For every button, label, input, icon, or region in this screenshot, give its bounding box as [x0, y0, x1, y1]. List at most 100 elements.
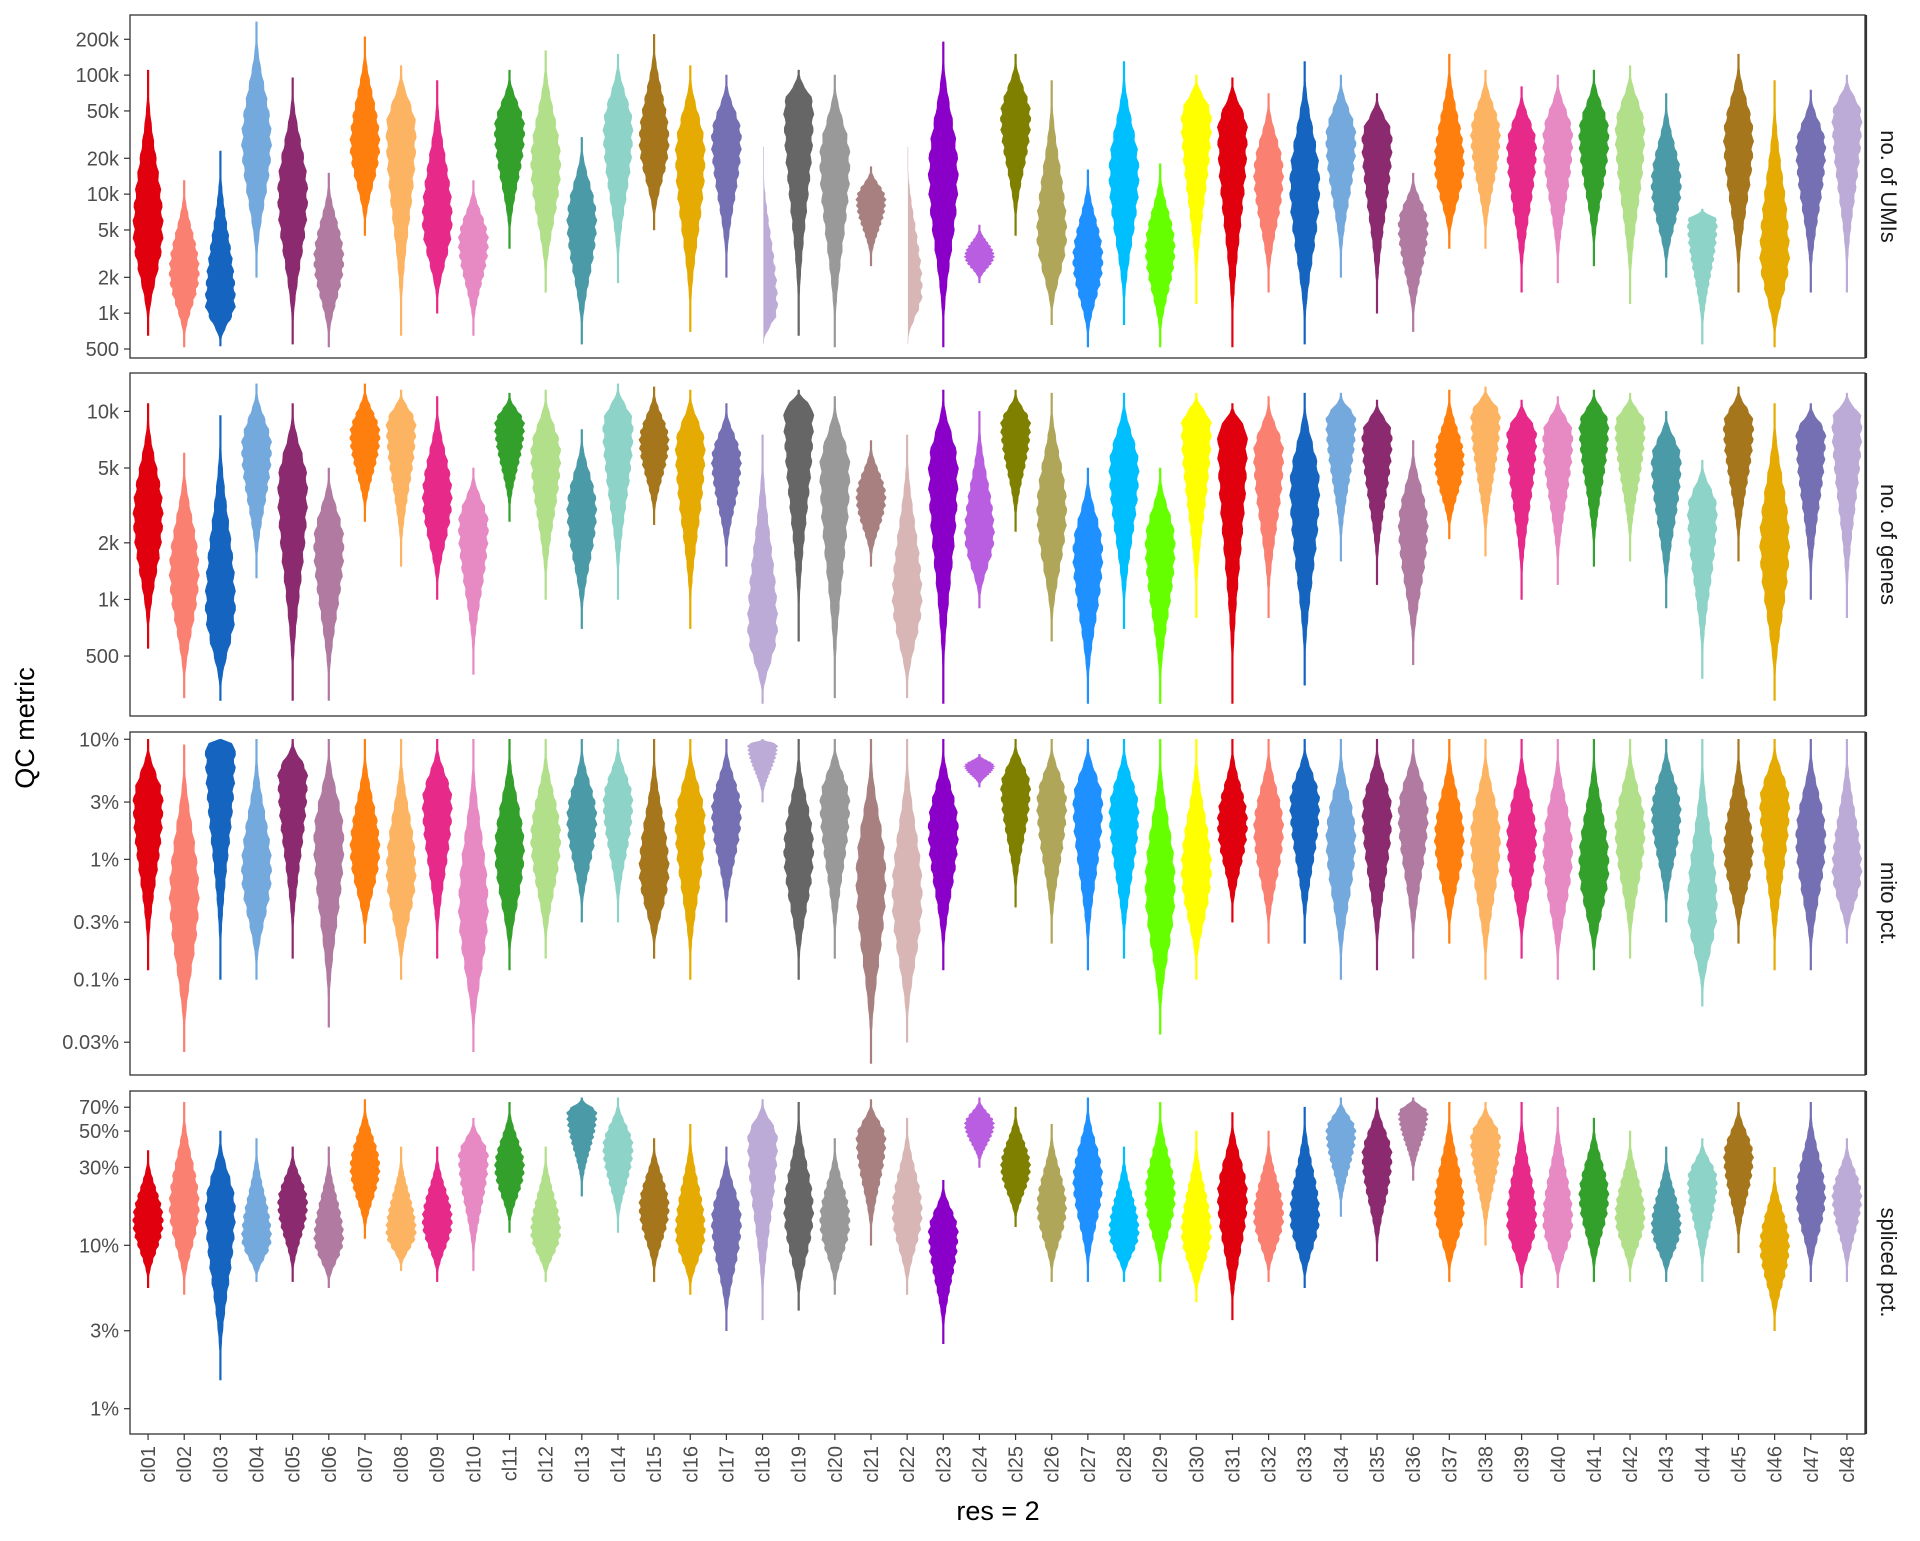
violin-cl21 — [855, 440, 887, 567]
violin-cl16 — [674, 739, 706, 980]
y-tick-label: 0.1% — [73, 969, 119, 991]
violin-cl38 — [1469, 1102, 1502, 1246]
violin-cl22 — [891, 1117, 923, 1295]
x-tick-label: cl35 — [1367, 1446, 1389, 1483]
violin-cl18 — [763, 146, 779, 344]
violin-cl15 — [638, 34, 670, 231]
x-tick-label: cl36 — [1403, 1446, 1425, 1483]
violin-cl45 — [1722, 1102, 1755, 1254]
violin-cl34 — [1325, 392, 1357, 562]
violin-cl47 — [1795, 403, 1827, 600]
violin-cl39 — [1506, 86, 1538, 293]
y-tick-label: 100k — [76, 65, 120, 87]
violin-cl42 — [1614, 739, 1646, 959]
violin-cl33 — [1289, 1106, 1321, 1288]
facet-strip-label: no. of genes — [1876, 484, 1901, 605]
violin-cl38 — [1469, 386, 1502, 557]
violin-cl19 — [783, 1102, 815, 1311]
violin-cl36 — [1397, 739, 1429, 959]
x-tick-label: cl03 — [210, 1446, 232, 1483]
violin-cl42 — [1614, 1130, 1646, 1282]
violin-cl32 — [1253, 739, 1285, 944]
x-tick-label: cl45 — [1728, 1446, 1750, 1483]
violin-cl28 — [1108, 1146, 1140, 1282]
x-tick-label: cl09 — [427, 1446, 449, 1483]
y-tick-label: 10k — [87, 184, 120, 206]
violin-cl45 — [1722, 739, 1755, 944]
violin-cl30 — [1180, 74, 1212, 304]
violin-cl37 — [1433, 53, 1465, 249]
panel-frame — [129, 1090, 1866, 1435]
violin-cl27 — [1072, 739, 1104, 971]
violin-cl31 — [1216, 77, 1248, 348]
violin-cl47 — [1795, 89, 1827, 293]
x-tick-label: cl38 — [1475, 1446, 1497, 1483]
violin-cl48 — [1831, 739, 1863, 944]
violin-cl32 — [1253, 396, 1285, 618]
violin-cl28 — [1108, 392, 1140, 629]
violin-cl42 — [1614, 392, 1646, 562]
x-tick-label: cl44 — [1692, 1446, 1714, 1483]
y-tick-label: 10k — [87, 401, 120, 423]
violin-cl09 — [421, 80, 453, 314]
violin-cl36 — [1397, 1097, 1429, 1181]
violin-cl43 — [1650, 1146, 1682, 1282]
violin-cl35 — [1361, 1097, 1393, 1262]
violin-cl31 — [1216, 739, 1248, 923]
violin-cl06 — [313, 467, 345, 701]
violin-cl08 — [385, 389, 417, 567]
x-tick-label: cl41 — [1584, 1446, 1606, 1483]
violin-cl35 — [1361, 93, 1393, 314]
violin-cl33 — [1289, 739, 1321, 944]
violin-cl04 — [240, 21, 273, 278]
strip-bg — [1865, 15, 1910, 358]
x-axis-title: res = 2 — [956, 1496, 1039, 1526]
violin-cl05 — [277, 739, 309, 959]
violin-cl44 — [1686, 208, 1718, 345]
violin-cl17 — [710, 403, 742, 567]
violin-cl26 — [1036, 739, 1068, 944]
violin-cl04 — [240, 739, 273, 980]
violin-cl07 — [349, 739, 381, 944]
y-tick-label: 500 — [86, 646, 119, 668]
x-tick-label: cl16 — [680, 1446, 702, 1483]
violin-cl31 — [1216, 403, 1248, 704]
x-tick-label: cl48 — [1837, 1446, 1859, 1483]
violin-cl27 — [1072, 467, 1104, 704]
violin-cl20 — [819, 74, 851, 348]
violin-cl45 — [1722, 53, 1755, 293]
violin-cl03 — [204, 1130, 236, 1381]
x-tick-label: cl27 — [1078, 1446, 1100, 1483]
x-tick-label: cl13 — [572, 1446, 594, 1483]
violin-cl07 — [349, 383, 381, 522]
violin-cl07 — [349, 1099, 381, 1239]
x-tick-label: cl39 — [1512, 1446, 1534, 1483]
violin-cl24 — [963, 224, 996, 284]
violin-cl12 — [530, 1146, 562, 1282]
violin-cl41 — [1578, 389, 1610, 567]
x-tick-label: cl05 — [283, 1446, 305, 1483]
violin-cl02 — [168, 744, 200, 1052]
violin-cl26 — [1036, 80, 1068, 325]
violin-cl21 — [855, 1099, 887, 1246]
violin-cl28 — [1108, 739, 1140, 959]
violin-cl40 — [1542, 1106, 1574, 1288]
violin-cl33 — [1289, 61, 1321, 345]
x-tick-label: cl20 — [825, 1446, 847, 1483]
violin-cl15 — [638, 739, 670, 959]
x-tick-label: cl34 — [1331, 1446, 1353, 1483]
violin-cl26 — [1036, 1124, 1068, 1282]
violin-cl12 — [530, 50, 562, 293]
x-tick-label: cl11 — [500, 1446, 522, 1481]
violin-cl32 — [1253, 1130, 1285, 1282]
violin-cl48 — [1831, 74, 1863, 293]
violin-cl10 — [457, 739, 489, 1052]
violin-cl17 — [710, 1146, 742, 1331]
violin-cl01 — [132, 403, 164, 649]
violin-cl44 — [1686, 459, 1718, 679]
y-tick-label: 3% — [90, 792, 119, 814]
violin-cl03 — [204, 415, 236, 701]
violin-cl47 — [1795, 739, 1827, 971]
